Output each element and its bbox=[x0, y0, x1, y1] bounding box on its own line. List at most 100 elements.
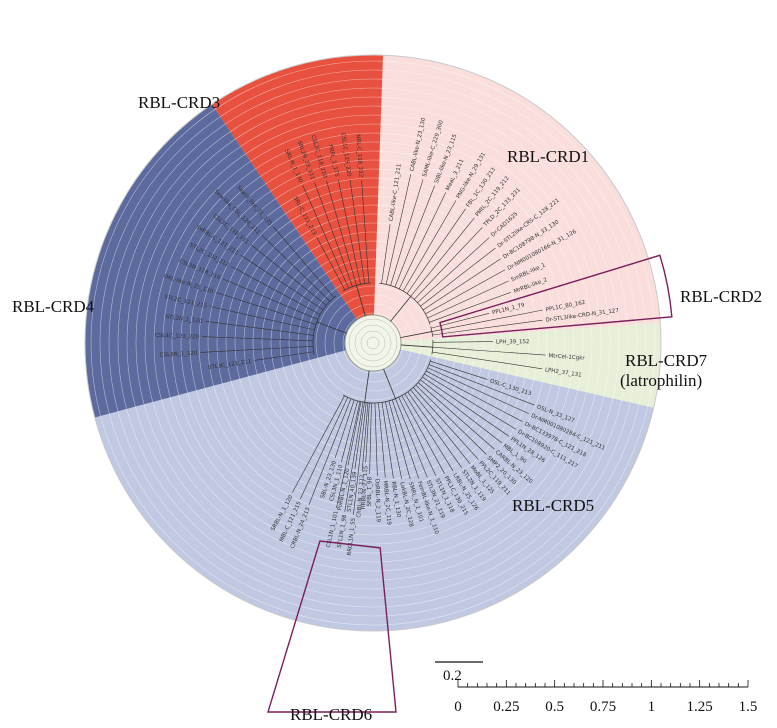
guide-ring bbox=[324, 294, 422, 392]
leaf-branch bbox=[250, 244, 327, 306]
leaf-label: CSL4C_121_220 bbox=[155, 333, 200, 341]
crd6-outline bbox=[267, 540, 397, 713]
leaf-branch bbox=[202, 336, 314, 342]
guide-ring bbox=[108, 78, 638, 608]
leaf-branch bbox=[361, 402, 369, 472]
guide-ring bbox=[153, 123, 593, 563]
leaf-branch bbox=[273, 226, 335, 298]
clade-arc bbox=[379, 282, 431, 325]
hub-ring bbox=[366, 336, 380, 350]
guide-ring bbox=[135, 105, 611, 581]
highlight-outlines bbox=[267, 254, 673, 713]
clade-arc bbox=[430, 326, 434, 337]
clade-label-crd5: RBL-CRD5 bbox=[512, 496, 594, 515]
axis-tick-label: 1.25 bbox=[687, 699, 713, 715]
sector-crd4 bbox=[84, 104, 373, 418]
leaf-label: LPH_39_152 bbox=[496, 339, 530, 345]
guide-ring bbox=[189, 159, 557, 527]
leaf-label: MRBL-N_2C_119 bbox=[382, 480, 392, 526]
guide-ring bbox=[180, 150, 566, 536]
leaf-branch bbox=[326, 180, 357, 286]
leaf-branch bbox=[378, 402, 386, 478]
leaf-branch bbox=[432, 351, 543, 370]
leaf-branch bbox=[401, 395, 445, 474]
leaf-branch bbox=[428, 364, 535, 406]
guide-ring bbox=[117, 87, 629, 599]
leaf-branch bbox=[385, 174, 412, 285]
leaf-branch bbox=[302, 184, 349, 289]
hub-ring bbox=[348, 318, 398, 368]
outer-ring bbox=[84, 54, 662, 632]
leaf-branch bbox=[402, 200, 457, 292]
leaf-label: STL2N_1_120 bbox=[165, 314, 203, 325]
leaf-label: DsRBL-N_2_119 bbox=[373, 479, 380, 523]
leaf-branch bbox=[431, 309, 543, 332]
axis-tick-label: 0.25 bbox=[493, 699, 519, 715]
leaf-label: RRBL-N_27_115 bbox=[361, 465, 370, 509]
leaf-branch bbox=[425, 370, 523, 422]
leaf-branch bbox=[240, 254, 324, 311]
clade-stem bbox=[383, 368, 396, 399]
leaf-branch bbox=[347, 401, 362, 466]
leaf-branch bbox=[420, 247, 496, 307]
leaf-label: STL1N_1_98 bbox=[337, 514, 349, 549]
leaf-branch bbox=[261, 234, 331, 302]
guide-ring bbox=[171, 141, 575, 545]
axis-tick-label: 1.5 bbox=[739, 699, 758, 715]
axis-tick-label: 0 bbox=[454, 699, 462, 715]
guide-ring bbox=[99, 69, 647, 617]
leaf-label: RBL-N_1_130 bbox=[390, 481, 401, 518]
leaf-branch bbox=[222, 278, 318, 320]
crd2-outline bbox=[439, 254, 673, 338]
leaf-branch bbox=[215, 292, 316, 325]
concentric-guide-rings bbox=[84, 54, 662, 632]
clade-stem bbox=[400, 344, 433, 348]
clade-stem bbox=[316, 321, 347, 334]
leaf-branch bbox=[361, 180, 370, 284]
sector-crd7 bbox=[373, 322, 661, 408]
clade-label-crd3: RBL-CRD3 bbox=[138, 93, 220, 112]
leaf-branch bbox=[365, 402, 370, 463]
leaf-branch bbox=[341, 400, 358, 462]
guide-ring bbox=[288, 258, 458, 428]
axis-tick-label: 0.75 bbox=[590, 699, 616, 715]
scale-bar-value: 0.2 bbox=[443, 668, 462, 684]
guide-ring bbox=[243, 213, 503, 473]
leaf-branch bbox=[344, 402, 364, 512]
leaf-branch bbox=[432, 319, 543, 336]
leaf-branch bbox=[308, 398, 352, 505]
leaf-branch bbox=[369, 402, 372, 474]
guide-ring bbox=[216, 186, 530, 500]
leaf-branch bbox=[390, 179, 424, 286]
clade-arc bbox=[342, 282, 371, 292]
leaf-label: STL1N_40_139 bbox=[347, 471, 359, 512]
leaf-branch bbox=[381, 402, 394, 479]
guide-ring bbox=[225, 195, 521, 491]
guide-ring bbox=[306, 276, 440, 410]
clade-arc bbox=[312, 295, 337, 355]
tree-root-hub bbox=[344, 314, 402, 372]
leaf-branch bbox=[398, 397, 437, 476]
leaf-branch bbox=[413, 387, 479, 460]
leaf-branch bbox=[354, 402, 365, 469]
leaf-branch bbox=[432, 346, 546, 356]
leaf-branch bbox=[417, 382, 495, 450]
leaf-branch bbox=[410, 389, 471, 465]
leaf-branch bbox=[430, 360, 488, 380]
leaf-branch bbox=[407, 391, 462, 468]
leaf-branch bbox=[420, 379, 502, 444]
clade-arc bbox=[431, 339, 434, 355]
leaf-branch bbox=[200, 345, 314, 353]
leaf-branch bbox=[395, 398, 428, 478]
leaf-label: CSL3N_1_120 bbox=[160, 351, 198, 359]
leaf-label: NRL-C_118_212 bbox=[354, 134, 363, 178]
leaf-branch bbox=[388, 400, 411, 480]
clade-stem bbox=[356, 285, 366, 317]
leaf-branch bbox=[337, 179, 361, 285]
leaf-label: ChBL-N_23_112 bbox=[356, 474, 366, 518]
clade-label-crd2: RBL-CRD2 bbox=[680, 287, 762, 306]
guide-ring bbox=[297, 267, 449, 419]
leaf-branch bbox=[429, 291, 512, 323]
leaf-label: SFBL_1_98 bbox=[367, 476, 374, 506]
guide-ring bbox=[261, 231, 485, 455]
